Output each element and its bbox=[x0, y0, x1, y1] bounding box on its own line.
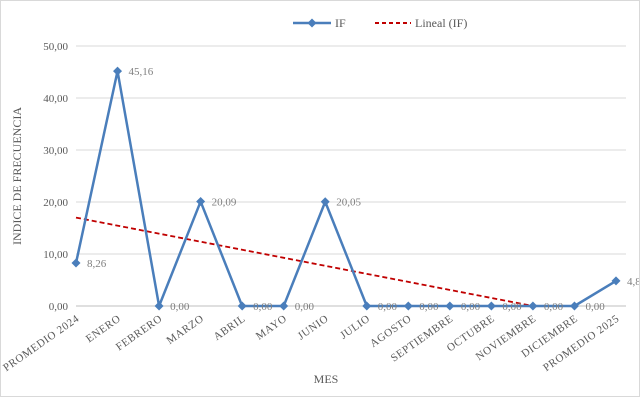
x-tick-label: JULIO bbox=[338, 313, 372, 342]
data-label: 4,83 bbox=[627, 276, 639, 288]
data-label: 0,00 bbox=[295, 301, 315, 313]
data-point bbox=[569, 301, 579, 311]
gridlines bbox=[76, 45, 626, 255]
y-tick-label: 20,00 bbox=[43, 197, 68, 209]
series-layer bbox=[71, 66, 621, 311]
data-point bbox=[320, 197, 330, 207]
legend: IF Lineal (IF) bbox=[293, 16, 467, 30]
data-point bbox=[486, 301, 496, 311]
data-label: 0,00 bbox=[544, 301, 564, 313]
x-tick-label: PROMEDIO 2024 bbox=[1, 313, 82, 374]
data-label: 20,05 bbox=[336, 197, 361, 209]
data-label: 0,00 bbox=[461, 301, 481, 313]
legend-if-marker bbox=[307, 18, 317, 28]
x-tick-label: JUNIO bbox=[296, 313, 331, 343]
data-point bbox=[196, 197, 206, 207]
data-point bbox=[445, 301, 455, 311]
x-tick-label: FEBRERO bbox=[114, 313, 165, 354]
data-label: 0,00 bbox=[419, 301, 439, 313]
data-labels: 8,26 45,16 0,00 20,09 0,00 0,00 20,05 0,00 0,00 0… bbox=[87, 66, 639, 313]
data-point bbox=[403, 301, 413, 311]
data-label: 0,00 bbox=[585, 301, 605, 313]
legend-trend-label: Lineal (IF) bbox=[415, 16, 467, 30]
data-label: 8,26 bbox=[87, 258, 107, 270]
data-point bbox=[237, 301, 247, 311]
data-point bbox=[528, 301, 538, 311]
data-point bbox=[71, 258, 81, 268]
y-tick-label: 30,00 bbox=[43, 145, 68, 157]
data-label: 0,00 bbox=[170, 301, 190, 313]
y-tick-label: 40,00 bbox=[43, 93, 68, 105]
data-label: 20,09 bbox=[212, 197, 237, 209]
x-tick-label: MAYO bbox=[254, 313, 290, 343]
y-tick-label: 50,00 bbox=[43, 41, 68, 53]
x-tick-label: MARZO bbox=[164, 313, 206, 347]
data-point bbox=[113, 66, 123, 76]
trendline bbox=[75, 216, 534, 307]
x-tick-label: PROMEDIO 2025 bbox=[541, 313, 622, 374]
data-point bbox=[611, 276, 621, 286]
x-axis-title: MES bbox=[314, 372, 339, 386]
data-point bbox=[154, 301, 164, 311]
data-label: 0,00 bbox=[378, 301, 398, 313]
data-point bbox=[362, 301, 372, 311]
axes: 0,00 10,00 20,00 30,00 40,00 50,00 PROMEDIO 20… bbox=[1, 41, 626, 374]
legend-if-label: IF bbox=[335, 16, 346, 30]
y-tick-label: 10,00 bbox=[43, 249, 68, 261]
data-label: 0,00 bbox=[253, 301, 273, 313]
x-tick-label: ABRIL bbox=[212, 313, 248, 343]
data-label: 0,00 bbox=[502, 301, 522, 313]
y-axis-title: INDICE DE FRECUENCIA bbox=[10, 107, 24, 245]
series-line-if bbox=[74, 69, 617, 308]
data-label: 45,16 bbox=[129, 66, 154, 78]
y-tick-label: 0,00 bbox=[49, 301, 69, 313]
data-point bbox=[279, 301, 289, 311]
trendline-layer bbox=[75, 216, 534, 307]
